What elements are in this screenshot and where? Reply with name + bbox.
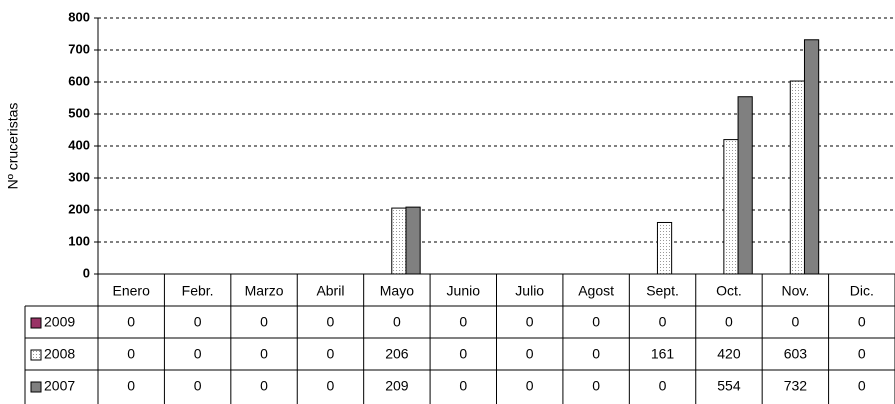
table-value: 0 xyxy=(858,346,866,362)
table-value: 603 xyxy=(784,346,808,362)
table-value: 161 xyxy=(651,346,675,362)
table-value: 0 xyxy=(327,314,335,330)
bar xyxy=(803,39,820,275)
table-value: 209 xyxy=(385,378,409,394)
table-value: 554 xyxy=(717,378,741,394)
table-value: 732 xyxy=(784,378,808,394)
y-tick-label: 0 xyxy=(83,265,90,280)
y-tick-label: 200 xyxy=(68,201,90,216)
table-value: 0 xyxy=(194,346,202,362)
legend-label: 2008 xyxy=(44,346,75,362)
x-tick-label: Abril xyxy=(316,283,344,299)
y-axis-label: Nº cruceristas xyxy=(5,103,21,190)
table-value: 0 xyxy=(725,314,733,330)
table-value: 0 xyxy=(459,378,467,394)
table-value: 206 xyxy=(385,346,409,362)
legend-label: 2009 xyxy=(44,314,75,330)
table-value: 0 xyxy=(127,346,135,362)
table-value: 0 xyxy=(526,378,534,394)
legend-label: 2007 xyxy=(44,378,75,394)
table-value: 0 xyxy=(459,346,467,362)
y-tick-label: 100 xyxy=(68,233,90,248)
legend-swatch xyxy=(30,317,42,329)
x-tick-label: Mayo xyxy=(380,283,414,299)
table-value: 0 xyxy=(194,378,202,394)
bar xyxy=(656,221,673,275)
table-value: 0 xyxy=(260,378,268,394)
x-tick-label: Junio xyxy=(447,283,481,299)
table-value: 0 xyxy=(327,378,335,394)
table-value: 0 xyxy=(659,314,667,330)
y-tick-label: 300 xyxy=(68,169,90,184)
bar xyxy=(789,80,805,275)
y-tick-label: 400 xyxy=(68,137,90,152)
table-value: 0 xyxy=(194,314,202,330)
x-tick-label: Enero xyxy=(113,283,151,299)
y-tick-label: 700 xyxy=(68,41,90,56)
table-value: 0 xyxy=(526,346,534,362)
table-value: 0 xyxy=(858,314,866,330)
bar xyxy=(391,207,407,275)
x-tick-label: Febr. xyxy=(182,283,214,299)
table-value: 0 xyxy=(127,378,135,394)
x-tick-label: Sept. xyxy=(646,283,679,299)
x-tick-label: Julio xyxy=(515,283,544,299)
table-value: 0 xyxy=(592,314,600,330)
bar xyxy=(405,206,421,275)
table-value: 0 xyxy=(592,378,600,394)
y-tick-label: 800 xyxy=(68,9,90,24)
table-value: 0 xyxy=(659,378,667,394)
x-tick-label: Nov. xyxy=(782,283,810,299)
table-value: 0 xyxy=(260,346,268,362)
table-value: 0 xyxy=(327,346,335,362)
bar xyxy=(737,96,753,275)
bar xyxy=(723,139,739,275)
legend-swatch xyxy=(30,349,42,361)
table-value: 0 xyxy=(526,314,534,330)
table-value: 0 xyxy=(858,378,866,394)
table-value: 0 xyxy=(791,314,799,330)
x-tick-label: Agost xyxy=(578,283,614,299)
y-tick-label: 500 xyxy=(68,105,90,120)
table-value: 0 xyxy=(393,314,401,330)
x-tick-label: Oct. xyxy=(716,283,742,299)
y-tick-label: 600 xyxy=(68,73,90,88)
table-value: 0 xyxy=(260,314,268,330)
legend-swatch xyxy=(30,381,42,393)
table-value: 0 xyxy=(127,314,135,330)
table-value: 420 xyxy=(717,346,741,362)
table-value: 0 xyxy=(592,346,600,362)
x-tick-label: Marzo xyxy=(245,283,284,299)
table-value: 0 xyxy=(459,314,467,330)
x-tick-label: Dic. xyxy=(850,283,874,299)
